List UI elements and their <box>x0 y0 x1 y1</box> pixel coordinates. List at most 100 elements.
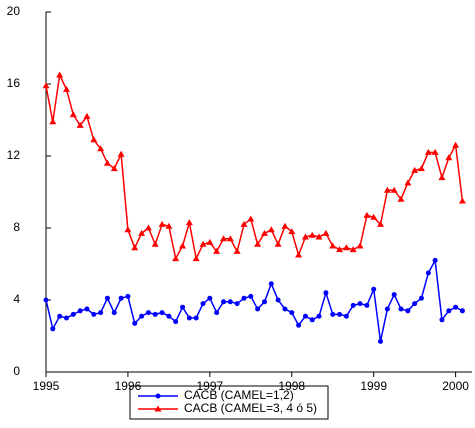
point <box>159 310 165 316</box>
point <box>76 121 84 128</box>
point <box>458 197 466 204</box>
point <box>132 320 138 326</box>
point <box>323 290 329 296</box>
point <box>220 235 228 242</box>
point <box>371 286 377 292</box>
point <box>43 297 49 303</box>
point <box>139 313 145 319</box>
point <box>213 247 221 254</box>
point <box>302 313 308 319</box>
point <box>214 310 220 316</box>
point <box>70 311 76 317</box>
point <box>97 145 105 152</box>
point <box>247 215 255 222</box>
point <box>110 165 118 172</box>
point <box>282 306 288 312</box>
point <box>206 238 214 245</box>
point <box>90 136 98 143</box>
point <box>49 118 57 125</box>
point <box>398 306 404 312</box>
point <box>50 326 56 332</box>
point <box>452 141 460 148</box>
point <box>364 302 370 308</box>
point <box>42 82 50 89</box>
point <box>125 293 131 299</box>
point <box>84 306 90 312</box>
point <box>275 297 281 303</box>
point <box>308 231 316 238</box>
point <box>226 235 234 242</box>
point <box>261 299 267 305</box>
x-tick-label: 1997 <box>196 379 223 393</box>
series-line <box>45 72 464 261</box>
point <box>233 247 241 254</box>
point <box>418 295 424 301</box>
point <box>248 293 254 299</box>
legend-marker <box>154 405 162 412</box>
point <box>185 219 193 226</box>
y-tick-label: 12 <box>7 148 21 162</box>
x-tick-label: 2000 <box>442 379 469 393</box>
point <box>104 295 110 301</box>
legend-label: CACB (CAMEL=3, 4 ó 5) <box>184 401 317 415</box>
point <box>166 313 172 319</box>
point <box>446 308 452 314</box>
legend-marker <box>155 393 161 399</box>
point <box>234 301 240 307</box>
point <box>376 220 384 227</box>
point <box>301 233 309 240</box>
point <box>343 313 349 319</box>
point <box>453 304 459 310</box>
point <box>158 220 166 227</box>
point <box>199 240 207 247</box>
point <box>267 226 275 233</box>
y-tick-label: 4 <box>13 292 20 306</box>
point <box>438 174 446 181</box>
point <box>391 292 397 298</box>
point <box>144 224 152 231</box>
point <box>322 229 330 236</box>
point <box>138 229 146 236</box>
point <box>69 111 77 118</box>
point <box>200 301 206 307</box>
legend-box <box>129 385 329 420</box>
point <box>349 246 357 253</box>
point <box>404 179 412 186</box>
point <box>192 255 200 262</box>
point <box>309 317 315 323</box>
point <box>445 154 453 161</box>
point <box>336 246 344 253</box>
point <box>281 222 289 229</box>
point <box>91 311 97 317</box>
point <box>117 150 125 157</box>
point <box>57 313 63 319</box>
point <box>288 228 296 235</box>
point <box>131 244 139 251</box>
point <box>384 306 390 312</box>
point <box>357 301 363 307</box>
point <box>289 310 295 316</box>
y-tick-label: 20 <box>7 4 21 18</box>
x-tick-label: 1995 <box>33 379 60 393</box>
point <box>397 195 405 202</box>
point <box>424 148 432 155</box>
point <box>63 315 69 321</box>
point <box>180 304 186 310</box>
x-tick-label: 1999 <box>360 379 387 393</box>
x-tick-label: 1998 <box>278 379 305 393</box>
series-line <box>45 257 463 342</box>
point <box>268 281 274 287</box>
point <box>274 240 282 247</box>
point <box>151 240 159 247</box>
point <box>405 308 411 314</box>
point <box>417 165 425 172</box>
point <box>165 222 173 229</box>
point <box>370 213 378 220</box>
point <box>356 242 364 249</box>
point <box>62 85 70 92</box>
point <box>254 240 262 247</box>
point <box>173 319 179 325</box>
point <box>111 310 117 316</box>
point <box>431 148 439 155</box>
